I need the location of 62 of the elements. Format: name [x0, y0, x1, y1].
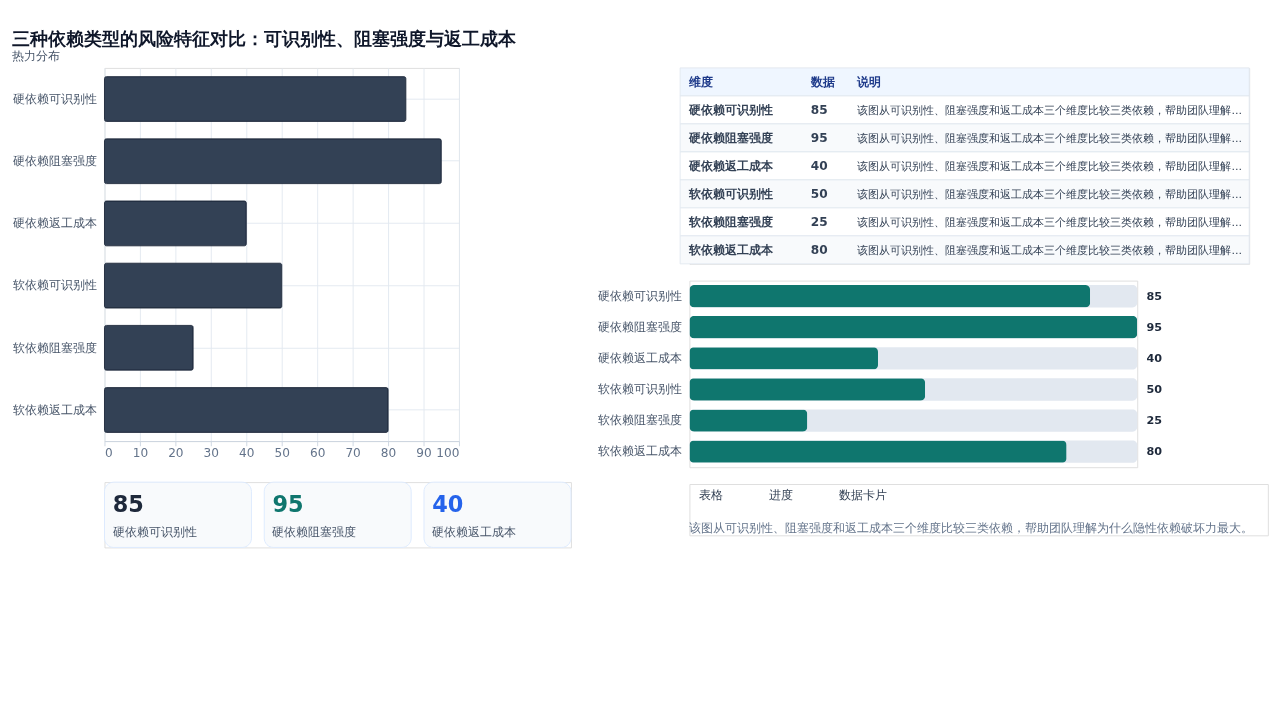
category-label: 硬依赖可识别性 [112, 524, 197, 539]
category-label: 软依赖返工成本 [688, 242, 775, 257]
data-label: 95 [810, 130, 828, 145]
category-label: 硬依赖可识别性 [688, 102, 774, 117]
text: 该图从可识别性、阻塞强度和返工成本三个维度比较三类依赖，帮助团队理解... [857, 215, 1243, 229]
x-tick-label: 70 [345, 446, 361, 461]
y-tick-label: 硬依赖可识别性 [13, 91, 98, 106]
category-label: 硬依赖阻塞强度 [688, 130, 774, 145]
data-label: 40 [1146, 352, 1163, 366]
x-tick-label: 60 [309, 446, 326, 461]
category-label: 软依赖可识别性 [688, 186, 774, 201]
text: 该图从可识别性、阻塞强度和返工成本三个维度比较三类依赖，帮助团队理解... [857, 103, 1243, 117]
data-label: 40 [810, 158, 828, 173]
category-label: 硬依赖阻塞强度 [272, 524, 357, 539]
text: 该图从可识别性、阻塞强度和返工成本三个维度比较三类依赖，帮助团队理解... [857, 187, 1243, 201]
data-label: 95 [1146, 321, 1163, 335]
data-label: 25 [810, 214, 828, 229]
text: 数据 [809, 74, 835, 89]
data-label: 50 [1146, 383, 1163, 397]
text: 该图从可识别性、阻塞强度和返工成本三个维度比较三类依赖，帮助团队理解... [857, 159, 1243, 173]
text: 该图从可识别性、阻塞强度和返工成本三个维度比较三类依赖，帮助团队理解... [857, 243, 1243, 257]
x-tick-label: 80 [380, 446, 397, 461]
y-tick-label: 软依赖可识别性 [598, 382, 683, 397]
data-label: 95 [272, 491, 304, 518]
x-tick-label: 100 [436, 446, 460, 461]
text: 该图从可识别性、阻塞强度和返工成本三个维度比较三类依赖，帮助团队理解为什么隐性依赖破坏力最大。 [689, 520, 1254, 535]
data-label: 85 [1146, 289, 1163, 303]
x-tick-label: 50 [274, 446, 290, 461]
y-tick-label: 软依赖阻塞强度 [13, 340, 98, 355]
y-tick-label: 软依赖阻塞强度 [598, 413, 683, 428]
text: 该图从可识别性、阻塞强度和返工成本三个维度比较三类依赖，帮助团队理解... [857, 131, 1243, 145]
category-label: 硬依赖返工成本 [688, 158, 775, 173]
data-label: 40 [432, 491, 464, 518]
y-tick-label: 软依赖返工成本 [598, 444, 683, 459]
bar [689, 409, 808, 432]
chart-title: 三种依赖类型的风险特征对比：可识别性、阻塞强度与返工成本 [11, 28, 517, 49]
y-tick-label: 软依赖可识别性 [13, 278, 98, 293]
category-label: 软依赖阻塞强度 [688, 214, 774, 229]
x-tick-label: 10 [132, 446, 149, 461]
y-tick-label: 硬依赖可识别性 [598, 288, 683, 303]
x-tick-label: 0 [104, 446, 113, 461]
data-label: 25 [1146, 414, 1163, 428]
text: 表格 [698, 487, 723, 502]
text: 数据卡片 [838, 487, 887, 502]
data-label: 80 [810, 242, 828, 257]
data-label: 85 [810, 102, 828, 117]
y-tick-label: 软依赖返工成本 [13, 402, 98, 417]
x-tick-label: 30 [203, 446, 220, 461]
x-tick-label: 90 [416, 446, 432, 461]
y-tick-label: 硬依赖返工成本 [13, 216, 98, 231]
category-label: 硬依赖返工成本 [432, 524, 517, 539]
x-tick-label: 40 [239, 446, 255, 461]
data-label: 50 [810, 186, 828, 201]
text: 说明 [856, 74, 882, 89]
text: 进度 [768, 487, 793, 502]
text: 热力分布 [11, 49, 60, 64]
x-tick-label: 20 [168, 446, 184, 461]
y-tick-label: 硬依赖阻塞强度 [13, 153, 98, 168]
text: 维度 [688, 74, 714, 89]
data-label: 85 [112, 491, 144, 518]
y-tick-label: 硬依赖阻塞强度 [598, 320, 683, 335]
y-tick-label: 硬依赖返工成本 [598, 351, 683, 366]
